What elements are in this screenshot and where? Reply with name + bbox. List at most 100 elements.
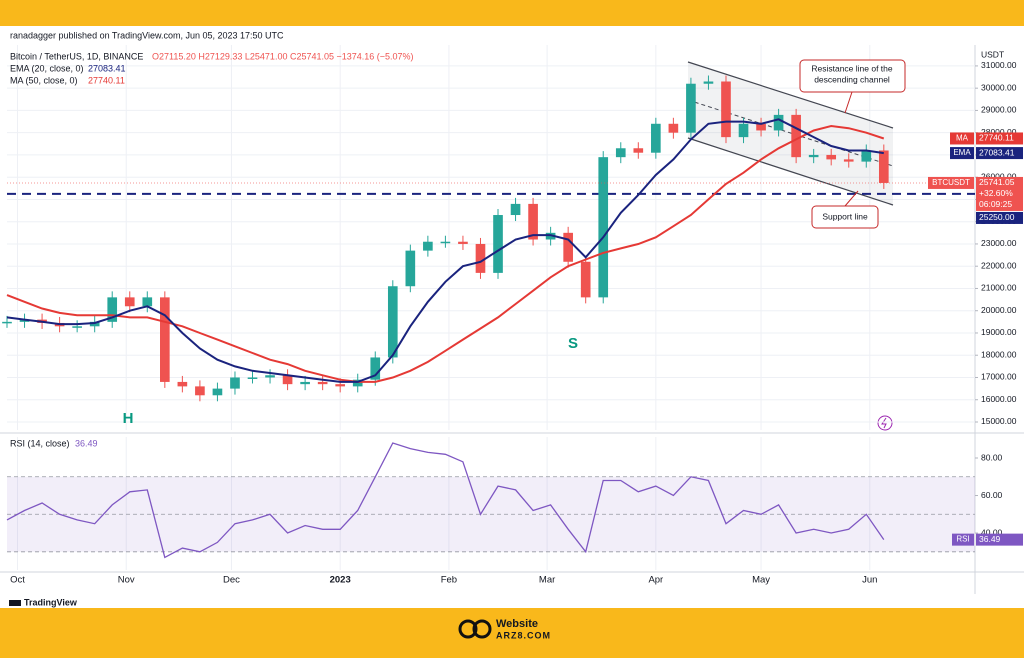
candle-body [265, 375, 275, 378]
alert-bolt [881, 417, 887, 429]
badge-box [976, 132, 1023, 145]
price-box [976, 176, 1023, 211]
candle-body [598, 157, 609, 298]
candle-body [195, 386, 205, 396]
site-logo: Website ARZ8.COM [458, 618, 551, 640]
badge-tag [950, 132, 974, 145]
candle-body [563, 232, 573, 262]
candle-body [721, 81, 731, 138]
y-tick-label: 29000.00 [981, 105, 1017, 115]
candle-body [686, 83, 696, 133]
candle-body [651, 123, 661, 153]
callout-text: descending channel [814, 74, 890, 84]
candle-body [475, 243, 486, 273]
site-bottom: ARZ8.COM [496, 630, 551, 640]
x-tick-label: Apr [648, 575, 663, 586]
x-tick-label: 2023 [330, 575, 351, 586]
series-line [6, 118, 884, 383]
candle-body [633, 148, 644, 153]
currency-label: USDT [981, 49, 1004, 59]
badge-value: 36.49 [979, 534, 1001, 544]
candle-body [107, 297, 118, 322]
callout-text: Resistance line of the [811, 63, 893, 73]
candle-body [247, 377, 258, 379]
candle-body [826, 154, 837, 160]
x-tick-label: Nov [118, 575, 135, 586]
candle-body [370, 357, 381, 380]
candle-body [160, 297, 170, 382]
pattern-label: H [123, 410, 134, 427]
legend-value: 27083.41 [88, 63, 126, 73]
candle-body [615, 148, 626, 158]
site-top: Website [496, 618, 538, 630]
price-change: +32.60% [979, 188, 1013, 198]
bottom-banner [0, 608, 1024, 658]
candle-body [423, 241, 433, 251]
y-tick-label: 80.00 [981, 452, 1003, 462]
published-note: ranadagger published on TradingView.com,… [10, 30, 284, 40]
logo-ring [472, 619, 492, 639]
candle-body [738, 123, 749, 138]
badge-name: EMA [953, 148, 971, 157]
candle-body [808, 154, 819, 158]
candle-body [300, 381, 310, 385]
y-tick-label: 19000.00 [981, 327, 1017, 337]
candle-body [440, 241, 451, 244]
y-tick-label: 26000.00 [981, 171, 1017, 181]
rsi-legend: RSI (14, close) [10, 438, 70, 448]
rsi-legend-value: 36.49 [75, 438, 98, 448]
y-tick-label: 40.00 [981, 527, 1003, 537]
candle-body [580, 261, 591, 298]
candle-body [142, 297, 153, 307]
candle-body [177, 381, 188, 387]
callout-pointer [844, 190, 859, 207]
badge-name: MA [956, 134, 969, 143]
candle-body [756, 123, 766, 131]
symbol-tag [928, 176, 974, 189]
candle-body [861, 150, 872, 162]
badge-tag [952, 533, 974, 546]
x-tick-label: May [752, 575, 770, 586]
support-box [976, 211, 1023, 224]
candle-body [282, 375, 293, 385]
y-tick-label: 60.00 [981, 490, 1003, 500]
tv-brand: TradingView [24, 597, 78, 607]
x-tick-label: Mar [539, 575, 555, 586]
resistance-line [687, 61, 894, 129]
badge-value: 27083.41 [979, 147, 1015, 157]
badge-box [976, 533, 1023, 546]
legend-name: EMA (20, close, 0) [10, 63, 84, 73]
legend-value: 27740.11 [88, 75, 125, 85]
badge-name: RSI [956, 535, 969, 544]
candle-body [72, 326, 82, 328]
y-tick-label: 18000.00 [981, 349, 1017, 359]
series-line [6, 124, 885, 383]
y-tick-label: 28000.00 [981, 127, 1017, 137]
legend-symbol: Bitcoin / TetherUS, 1D, BINANCE [10, 51, 143, 61]
candle-body [352, 379, 363, 387]
y-tick-label: 17000.00 [981, 372, 1017, 382]
x-tick-label: Dec [223, 575, 240, 586]
alert-icon [877, 415, 893, 431]
alert-circle [877, 415, 893, 431]
candle-body [773, 114, 784, 131]
candle-body [668, 123, 679, 133]
badge-value: 27740.11 [979, 133, 1014, 143]
badge-tag [950, 147, 974, 160]
candle-body [791, 114, 801, 158]
candle-body [124, 297, 135, 307]
symbol-label: BTCUSDT [932, 178, 970, 187]
top-banner [0, 0, 1024, 26]
pattern-label: S [568, 335, 578, 352]
candle-body [510, 203, 521, 216]
x-tick-label: Oct [10, 575, 25, 586]
candle-body [2, 321, 12, 324]
y-tick-label: 21000.00 [981, 283, 1017, 293]
badge-box [976, 147, 1023, 160]
candle-body [528, 203, 538, 240]
tv-icon [9, 600, 21, 606]
x-tick-label: Jun [862, 575, 877, 586]
candle-body [405, 250, 416, 287]
candle-body [387, 286, 398, 358]
x-tick-label: Feb [441, 575, 457, 586]
